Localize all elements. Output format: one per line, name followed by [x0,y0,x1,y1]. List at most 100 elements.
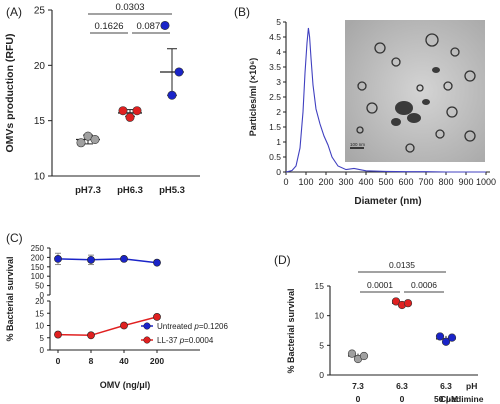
panel-c-series-line [57,258,158,264]
panel-d-ph-label: 6.3 [396,381,408,391]
panel-c-series-line [57,316,158,337]
panel-a-p-value: 0.1626 [94,21,123,32]
panel-b-x-tick-label: 800 [438,177,453,187]
panel-b-y-label: Particles/ml (×10⁶) [248,58,258,136]
panel-d-data-point [403,299,413,308]
panel-d-data-point [435,332,445,341]
panel-c-x-tick-label: 0 [56,356,61,366]
panel-a-data-point [174,67,184,77]
panel-c-y-tick-label-upper: 100 [31,272,45,281]
panel-d-treatment-row-label: Cl-adimine [440,394,484,404]
panel-d-data-point [441,337,451,346]
panel-a-y-tick-label: 15 [34,116,46,127]
panel-d-p-value: 0.0135 [389,260,415,270]
panel-b-x-tick-label: 500 [378,177,393,187]
panel-b-y-tick-label: 3.5 [269,62,281,72]
panel-a-data-point [160,20,170,30]
panel-b-y-tick-label: 5 [276,17,281,27]
panel-b-chart: (B) Particles/ml (×10⁶) Diameter (nm) 00… [234,5,496,207]
panel-c-y-label: % Bacterial survival [5,256,15,341]
panel-c-data-point [87,255,95,264]
panel-c-data-point [87,331,95,340]
panel-d-y-tick-label: 10 [315,311,325,321]
panel-c-label: (C) [6,231,23,245]
panel-c-y-tick-label-lower: 15 [35,309,44,318]
panel-d-y-tick-label: 0 [319,370,324,380]
panel-b-y-tick-label: 0 [276,167,281,177]
panel-a-data-point [125,112,135,122]
panel-c-y-tick-label-upper: 200 [31,253,45,262]
panel-b-y-tick-label: 1.5 [269,122,281,132]
panel-c-x-label: OMV (ng/μl) [100,380,151,390]
panel-a-data-point [132,106,142,116]
panel-a-x-tick-label: pH5.3 [159,185,185,196]
panel-c-legend-marker [143,336,151,344]
panel-a-y-tick-label: 10 [34,172,46,183]
panel-a-data-point [118,106,128,116]
panel-d-ph-label: 7.3 [352,381,364,391]
panel-b-y-tick-label: 4 [276,47,281,57]
panel-b-y-tick-label: 1 [276,137,281,147]
panel-c-y-tick-label-upper: 150 [31,263,45,272]
panel-b-x-tick-label: 600 [398,177,413,187]
panel-d-y-tick-label: 5 [319,340,324,350]
panel-a-y-tick-label: 20 [34,61,46,72]
panel-c-x-tick-label: 8 [89,356,94,366]
panel-b-y-tick-label: 2.5 [269,92,281,102]
panel-b-x-tick-label: 300 [338,177,353,187]
scale-bar-label: 100 nm [350,142,365,147]
panel-b-x-tick-label: 900 [458,177,473,187]
panel-b-x-tick-label: 200 [318,177,333,187]
panel-d-data-point [447,333,457,342]
panel-c-legend-entry: Untreated p=0.1206 [157,322,229,331]
panel-d-y-tick-label: 15 [315,281,325,291]
panel-c-y-tick-label-upper: 50 [35,282,44,291]
panel-c-y-tick-label-upper: 0 [40,291,45,300]
panel-d-data-point [391,297,401,306]
panel-b-x-tick-label: 700 [418,177,433,187]
panel-c-data-point [153,258,161,267]
panel-a-y-tick-label: 25 [34,6,46,17]
panel-b-y-tick-label: 3 [276,77,281,87]
panel-d-p-value: 0.0001 [367,280,393,290]
panel-a-chart: (A) OMVs production (RFU) 10 15 20 25 pH7.3… [4,2,200,196]
panel-d-ph-row-label: pH [466,381,477,391]
panel-b-x-tick-label: 400 [358,177,373,187]
panel-a-data-point [167,90,177,100]
panel-d-chart: (D) % Bacterial survival 0 5 10 15 7.3 0 6.3 0… [274,253,484,404]
panel-c-legend-marker [143,322,151,330]
panel-c-y-tick-label-lower: 20 [35,297,44,306]
panel-c-y-tick-label-upper: 250 [31,244,45,253]
panel-b-x-label: Diameter (nm) [354,196,421,207]
panel-c-data-point [54,330,62,339]
panel-c-x-tick-label: 40 [119,356,129,366]
panel-d-treatment-label: 0 [400,394,405,404]
panel-b-inset-micrograph: 100 nm [345,20,485,162]
panel-c-y-tick-label-lower: 0 [40,346,45,355]
panel-c-legend: Untreated p=0.1206 LL-37 p=0.0004 [141,322,229,345]
panel-c-data-point [54,255,62,263]
panel-a-x-tick-label: pH7.3 [75,185,101,196]
panel-d-y-label: % Bacterial survival [286,288,296,373]
panel-d-p-value: 0.0006 [411,280,437,290]
panel-d-label: (D) [274,253,291,267]
panel-d-ph-label: 6.3 [440,381,452,391]
panel-c-x-tick-label: 200 [150,356,164,366]
panel-b-x-tick-label: 100 [298,177,313,187]
panel-b-y-tick-label: 0.5 [269,152,281,162]
panel-a-x-tick-label: pH6.3 [117,185,143,196]
panel-b-x-tick-label: 1000 [476,177,496,187]
size-distribution-line [285,27,486,173]
panel-c-chart: (C) % Bacterial survival OMV (ng/μl) 050… [5,231,229,390]
panel-b-y-tick-label: 2 [276,107,281,117]
panel-c-y-tick-label-lower: 5 [40,334,45,343]
panel-d-data-point [359,351,369,361]
panel-a-label: (A) [6,5,22,19]
panel-c-data-point [120,255,128,263]
panel-c-data-point [153,313,161,321]
panel-d-data-point [347,349,357,358]
panel-a-data-point [90,134,100,144]
panel-b-x-tick-label: 0 [283,177,288,187]
panel-a-y-label: OMVs production (RFU) [4,34,16,153]
